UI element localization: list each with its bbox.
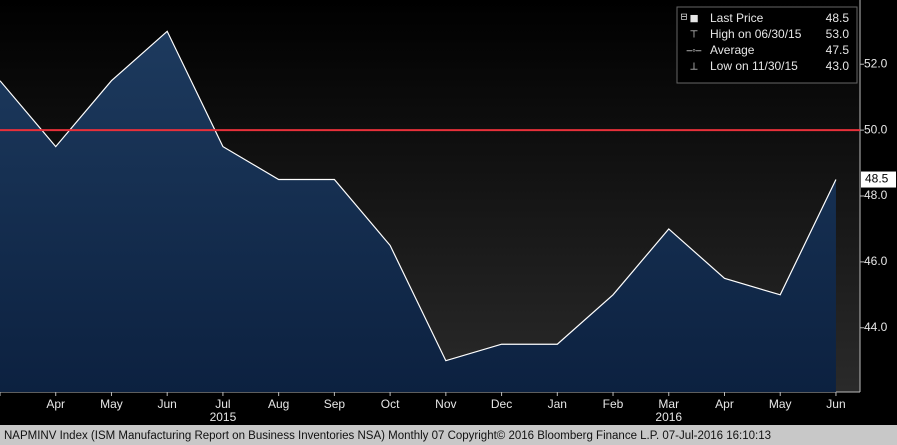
year-label: 2016 — [655, 410, 682, 424]
legend-value: 53.0 — [826, 27, 850, 41]
x-tick-label: Jan — [548, 397, 567, 411]
x-tick-label: Jul — [215, 397, 230, 411]
y-tick-label: 46.0 — [864, 254, 888, 268]
legend-marker: –◦– — [687, 46, 702, 57]
y-tick-label: 44.0 — [864, 320, 888, 334]
x-tick-label: Feb — [603, 397, 624, 411]
legend-box — [676, 6, 858, 84]
last-value-tag — [861, 171, 896, 188]
legend-name: Average — [710, 43, 755, 57]
x-tick-label: Apr — [46, 397, 65, 411]
area-fill — [0, 31, 836, 392]
x-tick-label: May — [100, 397, 123, 411]
x-axis-bg — [0, 392, 860, 425]
x-tick-label: Nov — [435, 397, 456, 411]
legend-marker: ⊤ — [690, 30, 699, 41]
y-tick-label: 48.0 — [864, 188, 888, 202]
y-tick-label: 52.0 — [864, 56, 888, 70]
line — [0, 30, 837, 362]
year-label: 2015 — [210, 410, 237, 424]
x-tick-label: Sep — [324, 397, 346, 411]
x-tick-label: Oct — [381, 397, 400, 411]
y-axis-bg — [860, 0, 897, 425]
legend-marker: ⊥ — [690, 62, 699, 73]
legend-marker: ■ — [689, 10, 698, 27]
legend: ■ Last Price 48.5 ⊤ High on 06/30/15 53.0 –◦– A… — [676, 6, 858, 84]
x-tick-label: Apr — [715, 397, 734, 411]
legend-name: Last Price — [710, 11, 764, 25]
legend-name: Low on 11/30/15 — [710, 59, 798, 73]
legend-toggle: ⊟ — [680, 11, 688, 21]
x-tick-label: Jun — [826, 397, 845, 411]
x-tick-label: Mar — [658, 397, 679, 411]
legend-value: 43.0 — [826, 59, 850, 73]
y-tick-label: 50.0 — [864, 122, 888, 136]
last-value-label: 48.5 — [865, 172, 889, 186]
legend-value: 47.5 — [826, 43, 850, 57]
legend-value: 48.5 — [826, 11, 850, 25]
x-tick-label: Jun — [158, 397, 177, 411]
x-tick-label: Aug — [268, 397, 289, 411]
legend-name: High on 06/30/15 — [710, 27, 802, 41]
footer-bar — [0, 425, 897, 445]
footer: NAPMINV Index (ISM Manufacturing Report … — [4, 430, 771, 442]
x-tick-label: Dec — [491, 397, 512, 411]
x-tick-label: May — [769, 397, 792, 411]
